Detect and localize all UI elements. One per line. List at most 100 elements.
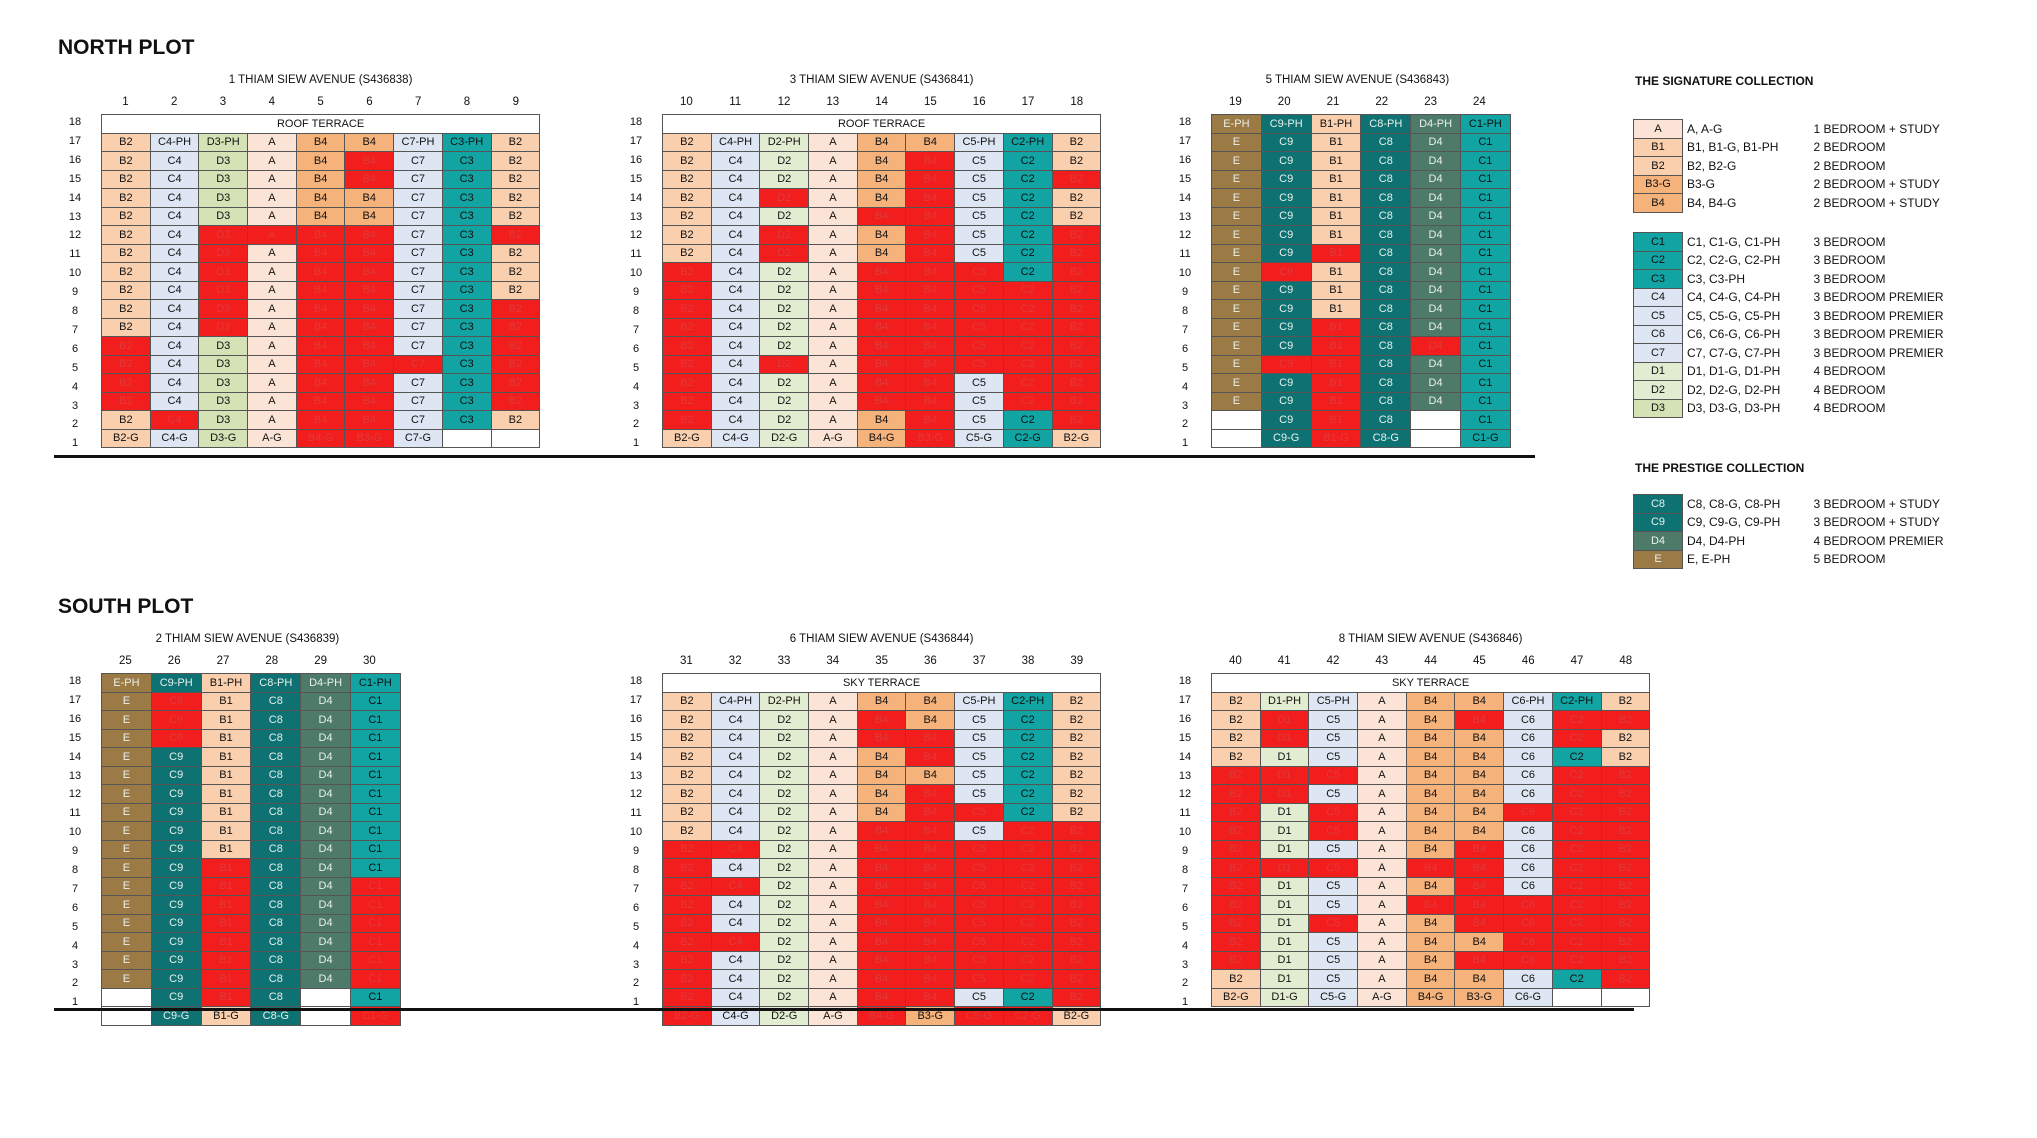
unit-cell[interactable]: C4 <box>149 262 200 282</box>
unit-cell[interactable]: C8 <box>250 950 302 970</box>
unit-cell-sold[interactable]: B4 <box>905 987 956 1007</box>
unit-cell[interactable]: C1 <box>1459 336 1511 356</box>
unit-cell-sold[interactable]: C7 <box>393 354 443 374</box>
unit-cell[interactable]: C4 <box>710 243 761 263</box>
unit-cell[interactable] <box>441 428 492 448</box>
unit-cell[interactable]: B4 <box>856 132 907 152</box>
unit-cell[interactable]: B2 <box>101 132 151 152</box>
unit-cell-sold[interactable]: D2 <box>759 354 810 374</box>
unit-cell[interactable]: C2 <box>1002 169 1053 189</box>
unit-cell-sold[interactable]: B4 <box>295 280 346 300</box>
unit-cell[interactable]: D4 <box>1410 169 1461 189</box>
unit-cell[interactable]: B2 <box>662 151 712 171</box>
unit-cell[interactable]: B2 <box>1211 747 1261 767</box>
unit-cell-sold[interactable]: C9 <box>1260 354 1312 374</box>
unit-cell-sold[interactable]: B4 <box>295 299 346 319</box>
unit-cell[interactable]: D2 <box>759 299 810 319</box>
unit-cell[interactable] <box>1551 987 1602 1007</box>
unit-cell[interactable]: A <box>808 950 858 970</box>
unit-cell[interactable]: C6 <box>1503 710 1553 730</box>
unit-cell[interactable]: B2 <box>662 728 712 748</box>
unit-cell-sold[interactable]: C5 <box>954 895 1004 915</box>
unit-cell[interactable]: C2 <box>1002 784 1053 804</box>
unit-cell[interactable]: B2-G <box>662 428 712 448</box>
unit-cell-sold[interactable]: B4 <box>344 280 395 300</box>
unit-cell[interactable]: A <box>808 913 858 933</box>
unit-cell[interactable]: E-PH <box>1211 114 1262 134</box>
unit-cell-sold[interactable]: B4 <box>295 373 346 393</box>
unit-cell[interactable]: B2 <box>490 243 541 263</box>
unit-cell[interactable]: D1-G <box>1259 987 1310 1007</box>
unit-cell[interactable]: B2 <box>1051 728 1102 748</box>
unit-cell[interactable]: B4 <box>1454 747 1505 767</box>
unit-cell-sold[interactable]: B4 <box>856 913 907 933</box>
unit-cell[interactable]: C4 <box>149 280 200 300</box>
unit-cell[interactable]: D2 <box>759 410 810 430</box>
unit-cell[interactable]: B4 <box>344 132 395 152</box>
unit-cell-sold[interactable]: B2 <box>662 895 712 915</box>
unit-cell[interactable]: C5 <box>1308 876 1359 896</box>
unit-cell[interactable]: D2 <box>759 373 810 393</box>
unit-cell[interactable]: C8 <box>250 913 302 933</box>
unit-cell[interactable]: C8 <box>250 895 302 915</box>
unit-cell[interactable]: C3 <box>441 225 492 245</box>
unit-cell[interactable]: B1 <box>200 839 252 859</box>
unit-cell[interactable]: E <box>101 802 152 822</box>
unit-cell-sold[interactable]: B2 <box>662 913 712 933</box>
unit-cell[interactable]: C4 <box>710 169 761 189</box>
unit-cell[interactable]: C8 <box>1360 354 1412 374</box>
unit-cell-sold[interactable]: C6 <box>1503 802 1553 822</box>
unit-cell[interactable]: C5 <box>1308 784 1359 804</box>
unit-cell[interactable]: D4 <box>1410 280 1461 300</box>
unit-cell[interactable]: A <box>1357 895 1407 915</box>
unit-cell[interactable]: D4 <box>300 839 351 859</box>
unit-cell[interactable]: E <box>101 932 152 952</box>
unit-cell-sold[interactable]: B2 <box>1600 821 1651 841</box>
unit-cell[interactable]: C3 <box>441 169 492 189</box>
unit-cell-sold[interactable]: B4 <box>905 243 956 263</box>
unit-cell[interactable]: C5-PH <box>954 132 1004 152</box>
unit-cell[interactable]: A <box>808 151 858 171</box>
unit-cell[interactable]: B2 <box>1051 188 1102 208</box>
unit-cell-sold[interactable]: B4 <box>905 299 956 319</box>
unit-cell[interactable]: E <box>101 969 152 989</box>
unit-cell-sold[interactable]: B4 <box>344 299 395 319</box>
unit-cell-sold[interactable]: A <box>247 225 297 245</box>
unit-cell-sold[interactable]: B2 <box>1051 299 1102 319</box>
unit-cell[interactable]: B2 <box>101 299 151 319</box>
unit-cell[interactable]: B4 <box>1405 932 1456 952</box>
unit-cell-sold[interactable]: C5 <box>954 336 1004 356</box>
unit-cell-sold[interactable]: B2 <box>1600 710 1651 730</box>
unit-cell[interactable]: A-G <box>808 428 858 448</box>
unit-cell-sold[interactable]: B4 <box>295 410 346 430</box>
unit-cell[interactable]: A <box>808 336 858 356</box>
unit-cell-sold[interactable]: C2 <box>1002 373 1053 393</box>
unit-cell[interactable]: D4 <box>300 913 351 933</box>
unit-cell[interactable]: C5 <box>954 169 1004 189</box>
unit-cell[interactable]: D2 <box>759 802 810 822</box>
unit-cell[interactable]: B2 <box>101 317 151 337</box>
unit-cell[interactable]: B4 <box>905 132 956 152</box>
unit-cell-sold[interactable]: B4 <box>344 151 395 171</box>
unit-cell-sold[interactable]: B1-G <box>1310 428 1362 448</box>
unit-cell-sold[interactable]: B4 <box>856 950 907 970</box>
unit-cell-sold[interactable]: B2 <box>490 299 541 319</box>
unit-cell-sold[interactable]: B4 <box>295 225 346 245</box>
unit-cell[interactable]: B4 <box>1454 969 1505 989</box>
unit-cell[interactable]: C2 <box>1002 765 1053 785</box>
unit-cell-sold[interactable]: D2 <box>759 243 810 263</box>
unit-cell[interactable]: D3 <box>198 169 249 189</box>
unit-cell[interactable]: A <box>247 317 297 337</box>
unit-cell[interactable]: C1 <box>1459 169 1511 189</box>
unit-cell[interactable]: C8 <box>1360 206 1412 226</box>
unit-cell[interactable]: C1 <box>349 710 401 730</box>
unit-cell[interactable]: C9 <box>1260 188 1312 208</box>
unit-cell[interactable]: B4 <box>905 710 956 730</box>
unit-cell-sold[interactable]: C1 <box>349 932 401 952</box>
unit-cell[interactable]: C8 <box>1360 132 1412 152</box>
unit-cell[interactable]: C9 <box>1260 410 1312 430</box>
unit-cell[interactable]: A <box>808 876 858 896</box>
unit-cell-sold[interactable]: B4 <box>905 262 956 282</box>
unit-cell[interactable]: B4 <box>1405 876 1456 896</box>
unit-cell[interactable]: C4 <box>710 225 761 245</box>
